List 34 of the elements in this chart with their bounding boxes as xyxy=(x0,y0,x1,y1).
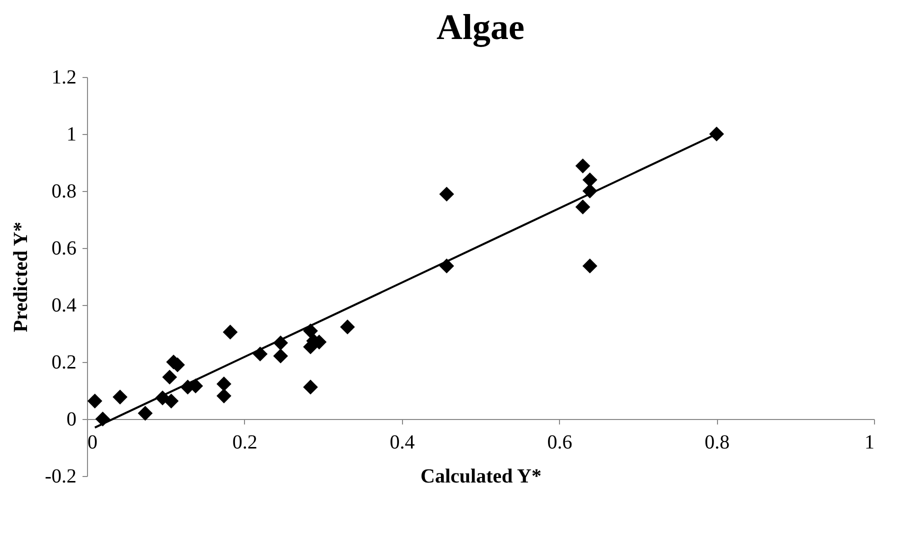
y-tick-label: 0 xyxy=(66,408,76,430)
point xyxy=(439,186,454,202)
x-tick-label: 0 xyxy=(88,432,98,454)
point xyxy=(575,200,590,214)
point xyxy=(216,388,232,404)
point xyxy=(162,370,178,385)
y-tick-label: -0.2 xyxy=(44,466,76,488)
y-tick-label: 1.2 xyxy=(52,66,76,88)
x-tick-label: 0.2 xyxy=(232,432,258,454)
x-tick-label: 1 xyxy=(864,432,874,454)
y-axis-title: Predicted Y* xyxy=(10,222,32,332)
point xyxy=(582,258,598,274)
point xyxy=(222,324,238,340)
point xyxy=(87,394,102,408)
point xyxy=(216,376,232,392)
point xyxy=(164,394,179,408)
point xyxy=(138,406,153,421)
chart-title: Algae xyxy=(436,7,525,47)
y-tick-label: 0.2 xyxy=(52,352,76,374)
x-tick-label: 0.8 xyxy=(704,432,730,454)
y-tick-label: 0.4 xyxy=(52,294,76,316)
point xyxy=(112,390,128,404)
x-tick-label: 0.4 xyxy=(390,432,415,454)
point xyxy=(340,320,355,334)
point xyxy=(303,380,318,394)
point xyxy=(575,158,590,174)
point xyxy=(582,172,598,188)
y-tick-label: 1 xyxy=(66,124,76,146)
x-axis-title: Calculated Y* xyxy=(420,466,542,488)
point xyxy=(709,126,724,142)
y-tick-label: 0.8 xyxy=(52,180,76,202)
y-tick-label: 0.6 xyxy=(52,238,76,260)
x-tick-label: 0.6 xyxy=(547,432,572,454)
point xyxy=(273,348,288,364)
